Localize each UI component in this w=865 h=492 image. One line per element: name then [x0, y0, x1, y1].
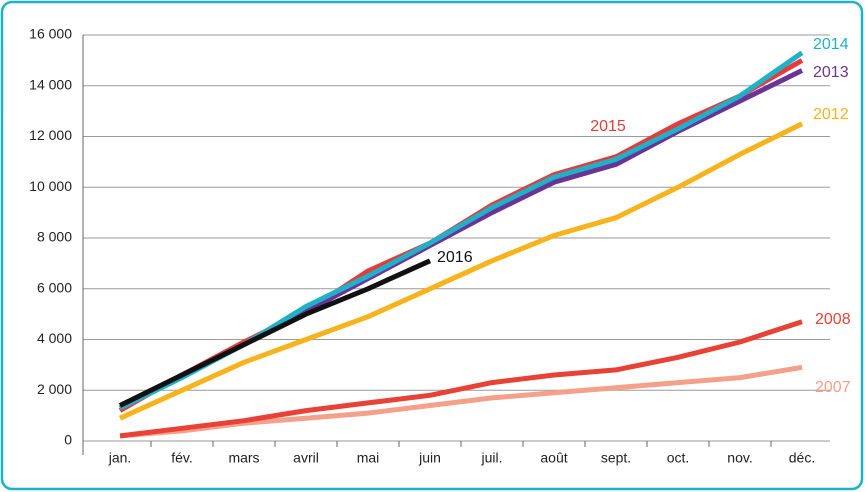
series-label: 2008 [815, 311, 851, 328]
series-line [119, 319, 803, 439]
x-tick-label: nov. [727, 450, 752, 466]
y-tick-label: 10 000 [29, 178, 72, 194]
y-tick-label: 12 000 [29, 127, 72, 143]
x-tick-label: oct. [667, 450, 690, 466]
series-label: 2007 [815, 379, 851, 396]
x-tick-label: juil. [480, 450, 502, 466]
y-tick-label: 2 000 [37, 381, 72, 397]
y-tick-label: 16 000 [29, 26, 72, 42]
x-tick-label: jan. [108, 450, 132, 466]
x-tick-label: sept. [601, 450, 631, 466]
x-tick-label: mai [357, 450, 380, 466]
series-label: 2014 [813, 36, 849, 53]
y-tick-label: 0 [64, 432, 72, 448]
series-label: 2015 [590, 118, 626, 135]
x-tick-label: août [540, 450, 567, 466]
series-label: 2013 [813, 64, 849, 81]
x-tick-label: juin [418, 450, 441, 466]
x-tick-label: mars [228, 450, 259, 466]
y-tick-label: 8 000 [37, 229, 72, 245]
series-label: 2012 [813, 106, 849, 123]
y-tick-label: 14 000 [29, 76, 72, 92]
y-tick-label: 6 000 [37, 279, 72, 295]
series-line [118, 258, 432, 408]
series-line [118, 121, 804, 421]
x-tick-label: avril [293, 450, 319, 466]
x-tick-label: fév. [171, 450, 193, 466]
x-tick-label: déc. [789, 450, 815, 466]
y-tick-label: 4 000 [37, 330, 72, 346]
series-label: 2016 [437, 249, 473, 266]
